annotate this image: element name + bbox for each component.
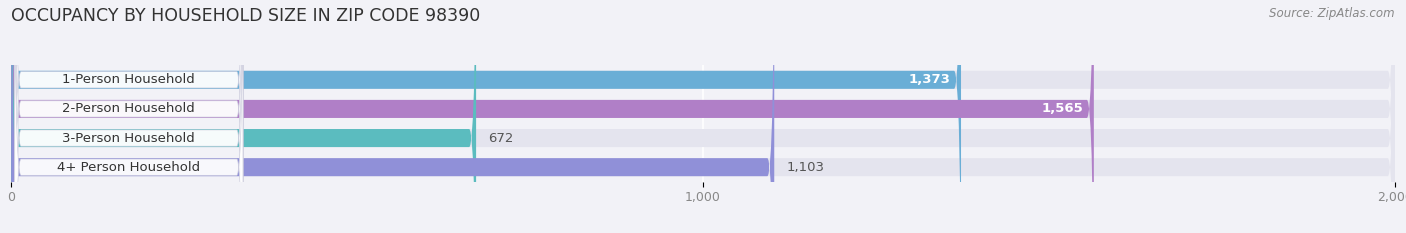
Text: Source: ZipAtlas.com: Source: ZipAtlas.com (1270, 7, 1395, 20)
FancyBboxPatch shape (11, 0, 477, 233)
Text: 1,103: 1,103 (787, 161, 825, 174)
FancyBboxPatch shape (11, 0, 1395, 233)
FancyBboxPatch shape (11, 0, 1094, 233)
Text: 672: 672 (488, 132, 515, 144)
FancyBboxPatch shape (11, 0, 1395, 233)
Text: 1,373: 1,373 (908, 73, 950, 86)
FancyBboxPatch shape (11, 0, 775, 233)
FancyBboxPatch shape (14, 0, 243, 233)
Text: 3-Person Household: 3-Person Household (62, 132, 195, 144)
Text: 1-Person Household: 1-Person Household (62, 73, 195, 86)
FancyBboxPatch shape (11, 0, 1395, 233)
FancyBboxPatch shape (14, 0, 243, 233)
Text: OCCUPANCY BY HOUSEHOLD SIZE IN ZIP CODE 98390: OCCUPANCY BY HOUSEHOLD SIZE IN ZIP CODE … (11, 7, 481, 25)
Text: 2-Person Household: 2-Person Household (62, 103, 195, 115)
FancyBboxPatch shape (11, 0, 1395, 233)
Text: 4+ Person Household: 4+ Person Household (58, 161, 201, 174)
FancyBboxPatch shape (11, 0, 962, 233)
FancyBboxPatch shape (14, 0, 243, 233)
FancyBboxPatch shape (14, 0, 243, 233)
Text: 1,565: 1,565 (1042, 103, 1084, 115)
